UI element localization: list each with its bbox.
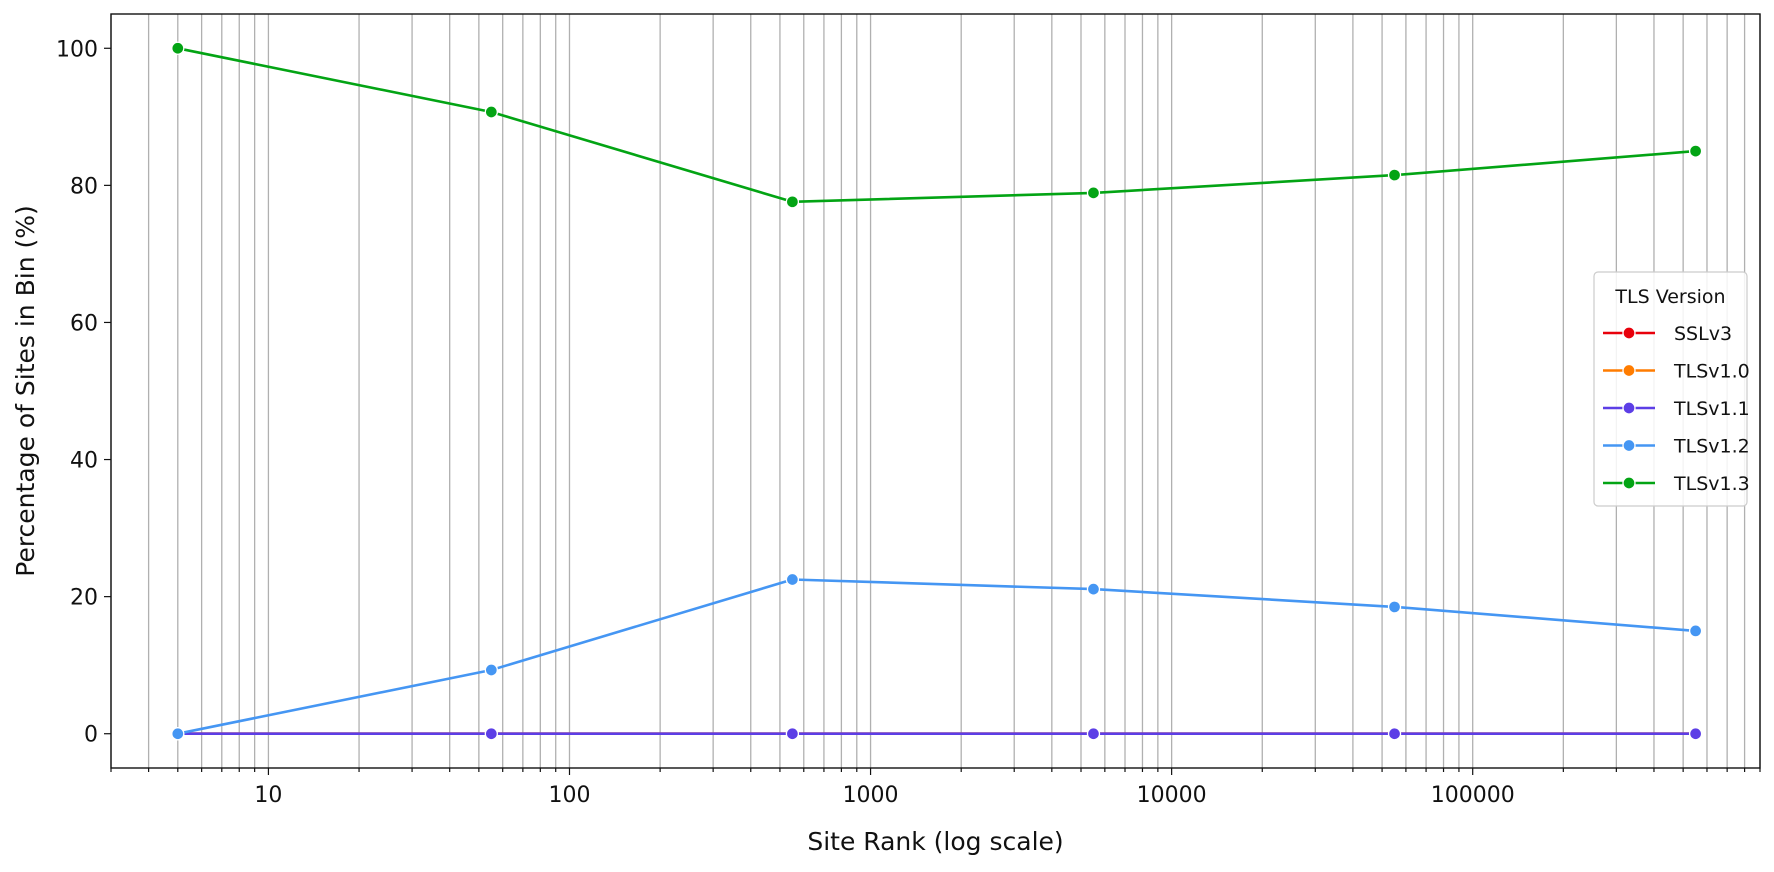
y-tick-label: 20 (70, 586, 98, 611)
y-tick-label: 0 (84, 723, 98, 748)
data-point (171, 41, 185, 55)
legend-marker (1622, 401, 1636, 415)
x-tick-label: 10 (254, 783, 282, 808)
grid-lines (110, 14, 1761, 768)
y-axis-ticks: 0 20 40 60 80 100 (56, 37, 111, 748)
data-point (785, 572, 800, 587)
data-point (484, 105, 498, 119)
data-point (1086, 727, 1101, 741)
legend-label: TLSv1.0 (1673, 361, 1750, 383)
legend: TLS Version SSLv3 TLSv1.0 TLSv1.1 TLSv1.2 TL… (1593, 271, 1750, 507)
data-point (1387, 727, 1402, 741)
data-point (1387, 600, 1402, 614)
plot-frame (110, 13, 1761, 769)
y-tick-label: 60 (70, 311, 98, 336)
data-point (785, 727, 800, 741)
x-tick-label: 100000 (1431, 783, 1515, 808)
data-point (1387, 168, 1402, 182)
data-point (1688, 624, 1703, 638)
y-tick-label: 40 (70, 449, 98, 474)
legend-title: TLS Version (1614, 286, 1725, 308)
y-tick-label: 100 (56, 37, 98, 62)
x-tick-label: 1000 (843, 783, 899, 808)
legend-label: TLSv1.3 (1673, 473, 1750, 495)
series-group (171, 41, 1703, 209)
series-line (177, 578, 1696, 735)
legend-label: TLSv1.1 (1673, 398, 1750, 420)
legend-items: SSLv3 TLSv1.0 TLSv1.1 TLSv1.2 TLSv1.3 (1603, 323, 1750, 495)
data-point (484, 727, 498, 741)
legend-marker (1622, 438, 1636, 453)
x-axis-ticks: 10 100 1000 10000 100000 (110, 768, 1761, 808)
data-point (1086, 582, 1101, 596)
y-tick-label: 80 (70, 174, 98, 199)
data-point (1086, 186, 1101, 200)
legend-marker (1622, 363, 1636, 378)
x-axis-label: Site Rank (log scale) (807, 827, 1063, 856)
data-point (785, 195, 800, 209)
legend-marker (1622, 326, 1636, 340)
series-line (177, 47, 1696, 204)
legend-marker (1622, 476, 1636, 490)
data-point (1688, 144, 1703, 158)
legend-label: TLSv1.2 (1673, 436, 1750, 458)
series-group (171, 572, 1703, 741)
data-point (1688, 727, 1703, 741)
data-point (484, 663, 498, 677)
x-tick-label: 10000 (1137, 783, 1207, 808)
x-tick-label: 100 (548, 783, 590, 808)
y-axis-label: Percentage of Sites in Bin (%) (11, 205, 40, 576)
data-point (171, 727, 185, 741)
data-series (171, 41, 1703, 741)
legend-label: SSLv3 (1674, 323, 1732, 345)
